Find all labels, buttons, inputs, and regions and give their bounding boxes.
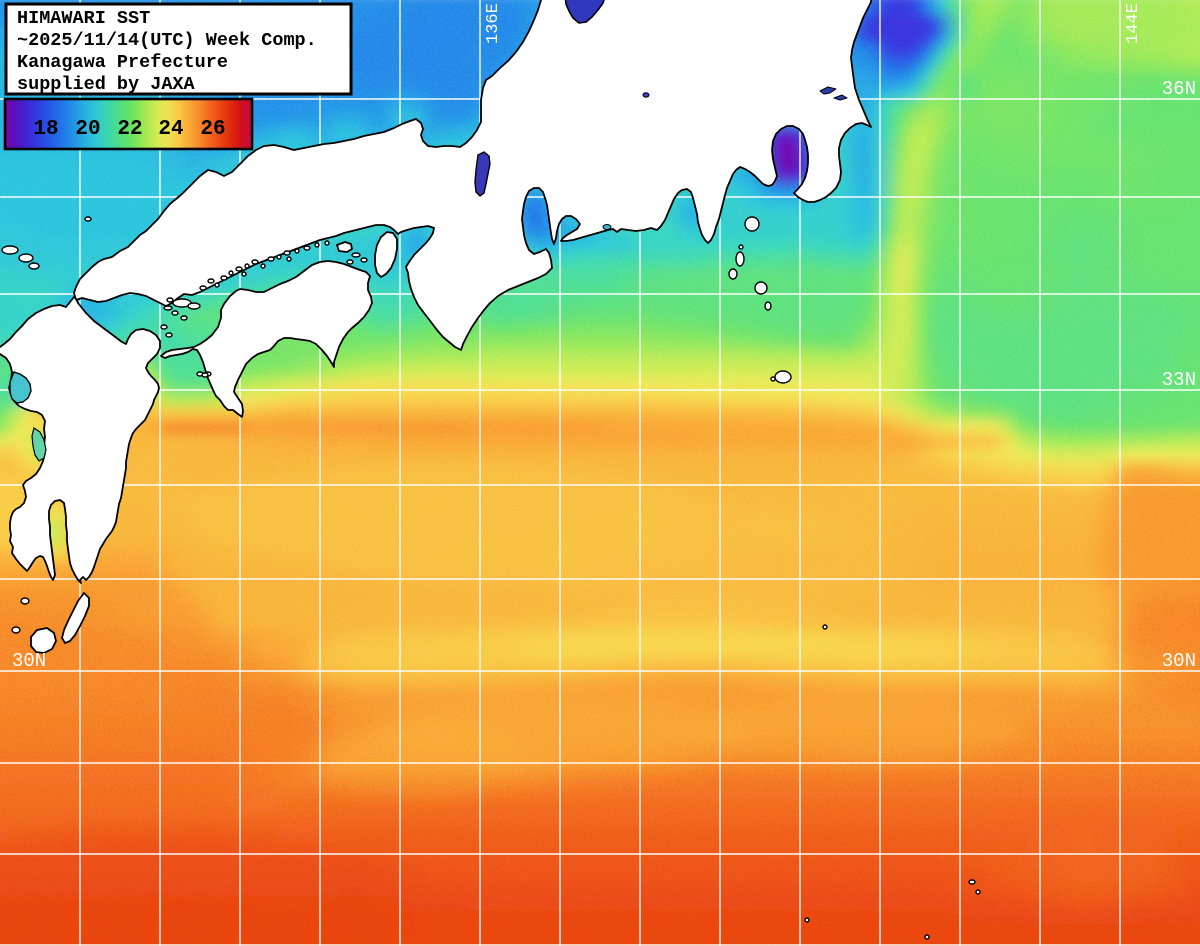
svg-text:~2025/11/14(UTC) Week Comp.: ~2025/11/14(UTC) Week Comp.	[17, 30, 317, 51]
svg-text:22: 22	[117, 118, 142, 141]
svg-text:30N: 30N	[12, 650, 46, 672]
svg-text:20: 20	[75, 118, 100, 141]
svg-text:30N: 30N	[1162, 650, 1196, 672]
svg-text:33N: 33N	[1162, 369, 1196, 391]
svg-text:supplied by JAXA: supplied by JAXA	[17, 74, 196, 95]
svg-text:24: 24	[158, 118, 183, 141]
svg-text:36N: 36N	[1162, 78, 1196, 100]
svg-text:Kanagawa Prefecture: Kanagawa Prefecture	[17, 52, 228, 73]
svg-text:136E: 136E	[484, 3, 503, 44]
svg-text:26: 26	[200, 118, 225, 141]
svg-text:18: 18	[33, 118, 58, 141]
svg-text:144E: 144E	[1124, 3, 1143, 44]
svg-text:HIMAWARI SST: HIMAWARI SST	[17, 8, 150, 29]
